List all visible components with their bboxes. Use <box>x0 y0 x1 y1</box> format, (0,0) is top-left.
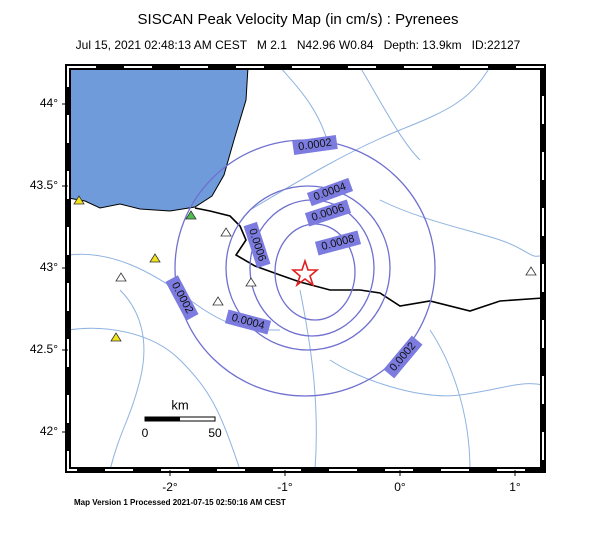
lat-tick-label: 42° <box>40 424 58 438</box>
label-box <box>165 275 199 321</box>
label-box <box>314 230 362 256</box>
scale-bar-fill <box>145 417 180 421</box>
lat-tick-label: 43.5° <box>30 178 58 192</box>
stations <box>73 195 537 342</box>
label-box <box>292 135 338 155</box>
label-box <box>224 309 272 335</box>
station <box>110 332 122 342</box>
lat-tick-label: 43° <box>40 260 58 274</box>
label-box <box>306 177 354 207</box>
footer: Map Version 1 Processed 2021-07-15 02:50… <box>74 498 286 507</box>
label-box <box>304 199 352 227</box>
lon-tick-label: -2° <box>162 480 178 494</box>
station <box>245 277 257 287</box>
lon-tick-label: 1° <box>509 480 521 494</box>
epicenter <box>290 258 320 288</box>
lon-tick-label: -1° <box>277 480 293 494</box>
sea <box>67 66 249 212</box>
label-box <box>243 221 271 269</box>
contour-label: 0.0002 <box>297 137 332 154</box>
contour <box>225 185 391 351</box>
lat-tick-label: 44° <box>40 96 58 110</box>
label-box <box>383 335 423 379</box>
scale-label: 0 <box>142 426 149 440</box>
subtitle: Jul 15, 2021 02:48:13 AM CEST M 2.1 N42.… <box>76 38 521 52</box>
title: SISCAN Peak Velocity Map (in cm/s) : Pyr… <box>138 11 459 28</box>
station <box>185 210 197 220</box>
station <box>149 253 161 263</box>
station <box>73 195 85 205</box>
lat-tick-label: 42.5° <box>30 342 58 356</box>
scale-unit: km <box>171 397 188 412</box>
station <box>220 227 232 237</box>
map-frame: 0.0002 0.0002 0.0002 0.0004 0.0004 0.000… <box>65 64 546 473</box>
station <box>525 266 537 276</box>
lon-tick-label: 0° <box>394 480 406 494</box>
scale-bar: km 0 50 <box>142 397 222 440</box>
station <box>115 272 127 282</box>
frame-checker <box>67 66 544 471</box>
station <box>212 296 224 306</box>
scale-label: 50 <box>208 426 222 440</box>
